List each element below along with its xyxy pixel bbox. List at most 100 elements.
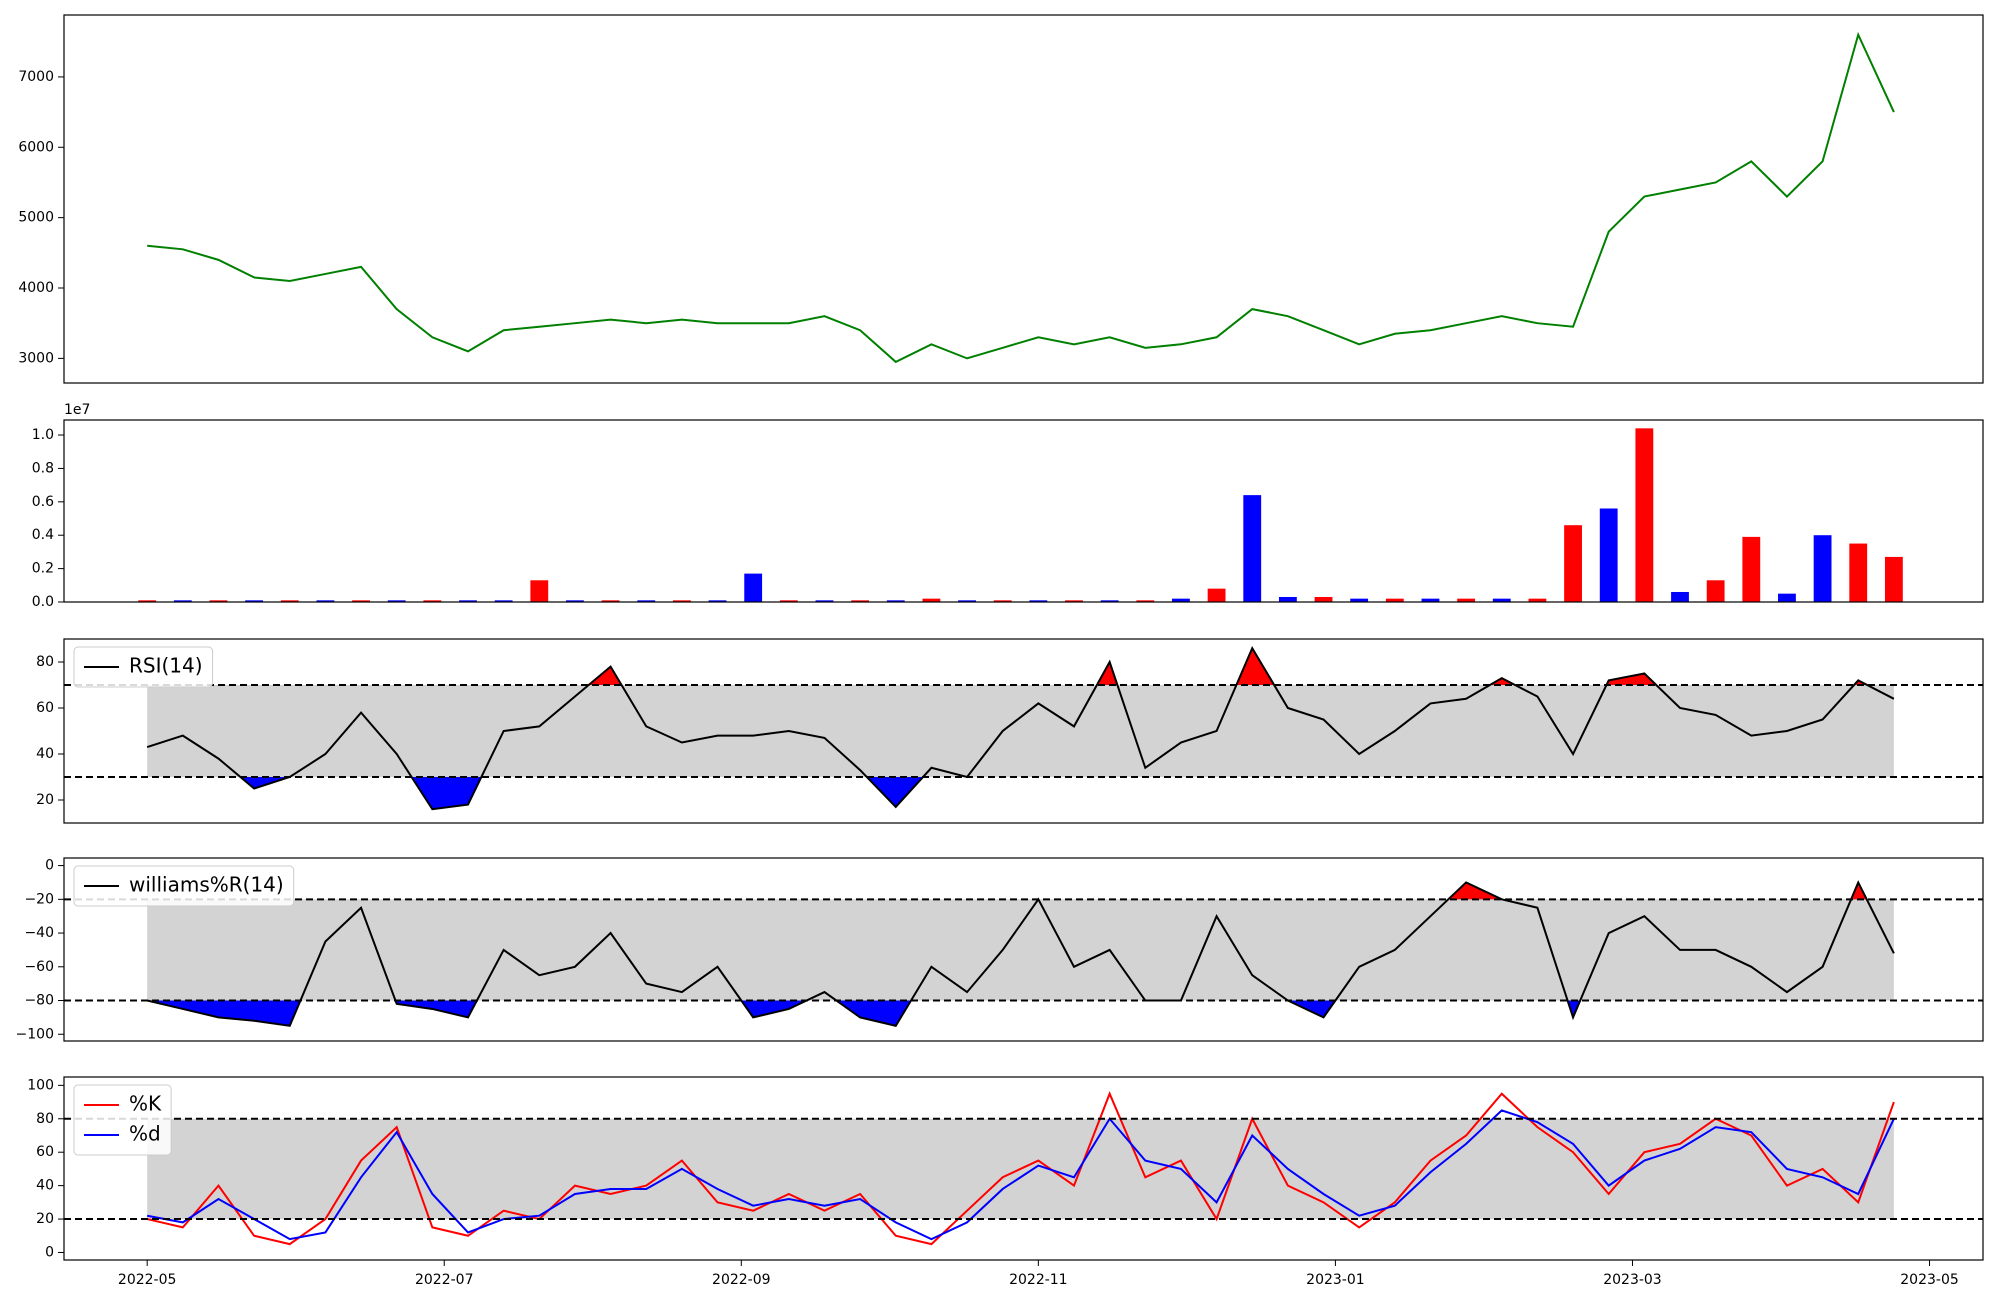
bar — [1385, 598, 1404, 602]
bar — [744, 573, 763, 602]
y-tick-label: −40 — [24, 925, 54, 941]
legend: %K %d — [73, 1084, 172, 1156]
bar — [316, 600, 335, 602]
line — [147, 31, 1895, 364]
bar — [1564, 525, 1582, 602]
y-tick-label: −20 — [24, 891, 54, 907]
x-tick-label: 2022-11 — [1009, 1272, 1068, 1288]
frame — [63, 857, 1984, 1042]
legend-label: %K — [129, 1092, 162, 1116]
y-tick-label: 80 — [36, 1111, 54, 1127]
panel: 0 20 40 60 80 100 2022-05 2022-07 2022-09 2022-11… — [27, 1076, 1984, 1288]
bar — [1492, 598, 1511, 602]
panel: 20 40 60 80 RSI(14) — [36, 638, 1984, 824]
bar — [1742, 536, 1761, 602]
offset-label: 1e7 — [64, 402, 90, 418]
x-tick-label: 2023-03 — [1603, 1272, 1662, 1288]
bar — [173, 600, 192, 602]
y-tick-label: 0.6 — [32, 494, 54, 510]
bar — [1884, 556, 1903, 602]
y-tick-label: 0.4 — [32, 527, 54, 543]
legend: RSI(14) — [73, 646, 214, 688]
legend-box — [73, 865, 295, 907]
bar — [922, 598, 941, 602]
legend-box — [73, 646, 214, 688]
y-tick-label: −80 — [24, 993, 54, 1009]
bar — [1029, 600, 1048, 602]
bar — [209, 600, 228, 602]
panel: −100 −80 −60 −40 −20 0 williams%R(14) — [16, 857, 1984, 1042]
overbought-fill — [147, 648, 1894, 685]
y-tick-label: 1.0 — [32, 427, 54, 443]
bar — [459, 600, 477, 602]
frame — [63, 638, 1984, 824]
bar — [1849, 543, 1868, 602]
frame — [63, 419, 1984, 603]
legend-label: RSI(14) — [129, 654, 203, 678]
bar — [708, 600, 727, 602]
frame — [63, 14, 1984, 384]
y-tick-label: 60 — [36, 700, 54, 716]
y-tick-label: 7000 — [18, 69, 54, 85]
y-tick-label: 6000 — [18, 139, 54, 155]
bar — [779, 600, 798, 602]
bar — [1100, 600, 1119, 602]
overbought-fill — [147, 882, 1894, 900]
bar — [1172, 598, 1190, 602]
line — [146, 880, 1895, 1027]
band — [147, 685, 1894, 777]
bar — [851, 600, 870, 602]
bar — [1528, 598, 1547, 602]
bar — [1421, 598, 1440, 602]
frame — [63, 1076, 1984, 1261]
line — [146, 1109, 1895, 1241]
bar — [1065, 600, 1083, 602]
bar — [1706, 580, 1725, 602]
bar — [138, 600, 157, 602]
bar — [566, 600, 584, 602]
bar — [601, 600, 620, 602]
x-tick-label: 2022-07 — [415, 1272, 474, 1288]
bar — [637, 600, 656, 602]
x-tick-label: 2022-09 — [712, 1272, 771, 1288]
bar — [280, 600, 299, 602]
bar — [494, 600, 513, 602]
legend-box — [73, 1084, 172, 1156]
x-tick-label: 2022-05 — [118, 1272, 177, 1288]
bar — [1207, 588, 1226, 602]
bar — [958, 600, 976, 602]
y-tick-label: 100 — [27, 1077, 54, 1093]
bar — [1813, 535, 1832, 602]
bar — [1350, 598, 1369, 602]
bar — [1278, 596, 1297, 602]
y-tick-label: 40 — [36, 1178, 54, 1194]
band — [147, 899, 1894, 1001]
bar — [1314, 596, 1333, 602]
bar — [1671, 591, 1689, 602]
y-tick-label: 5000 — [18, 210, 54, 226]
bar — [1243, 495, 1262, 602]
bar — [1136, 600, 1155, 602]
y-tick-label: 0.8 — [32, 460, 54, 476]
legend: williams%R(14) — [73, 865, 295, 907]
x-tick-label: 2023-01 — [1306, 1272, 1365, 1288]
y-tick-label: 0.2 — [32, 561, 54, 577]
line — [146, 646, 1895, 811]
line — [146, 1091, 1895, 1246]
bar — [245, 600, 264, 602]
bar — [1599, 508, 1618, 602]
y-tick-label: 3000 — [18, 350, 54, 366]
bar — [993, 600, 1012, 602]
y-tick-label: 0 — [45, 858, 54, 874]
y-tick-label: −100 — [16, 1026, 54, 1042]
oversold-fill — [147, 777, 1894, 810]
bar — [815, 600, 834, 602]
y-tick-label: 4000 — [18, 280, 54, 296]
y-tick-label: 0.0 — [32, 594, 54, 610]
bar — [423, 600, 442, 602]
bar — [387, 600, 406, 602]
panel: 0.0 0.2 0.4 0.6 0.8 1.0 1e7 — [32, 402, 1984, 610]
y-tick-label: 20 — [36, 1211, 54, 1227]
bar — [1778, 593, 1796, 602]
